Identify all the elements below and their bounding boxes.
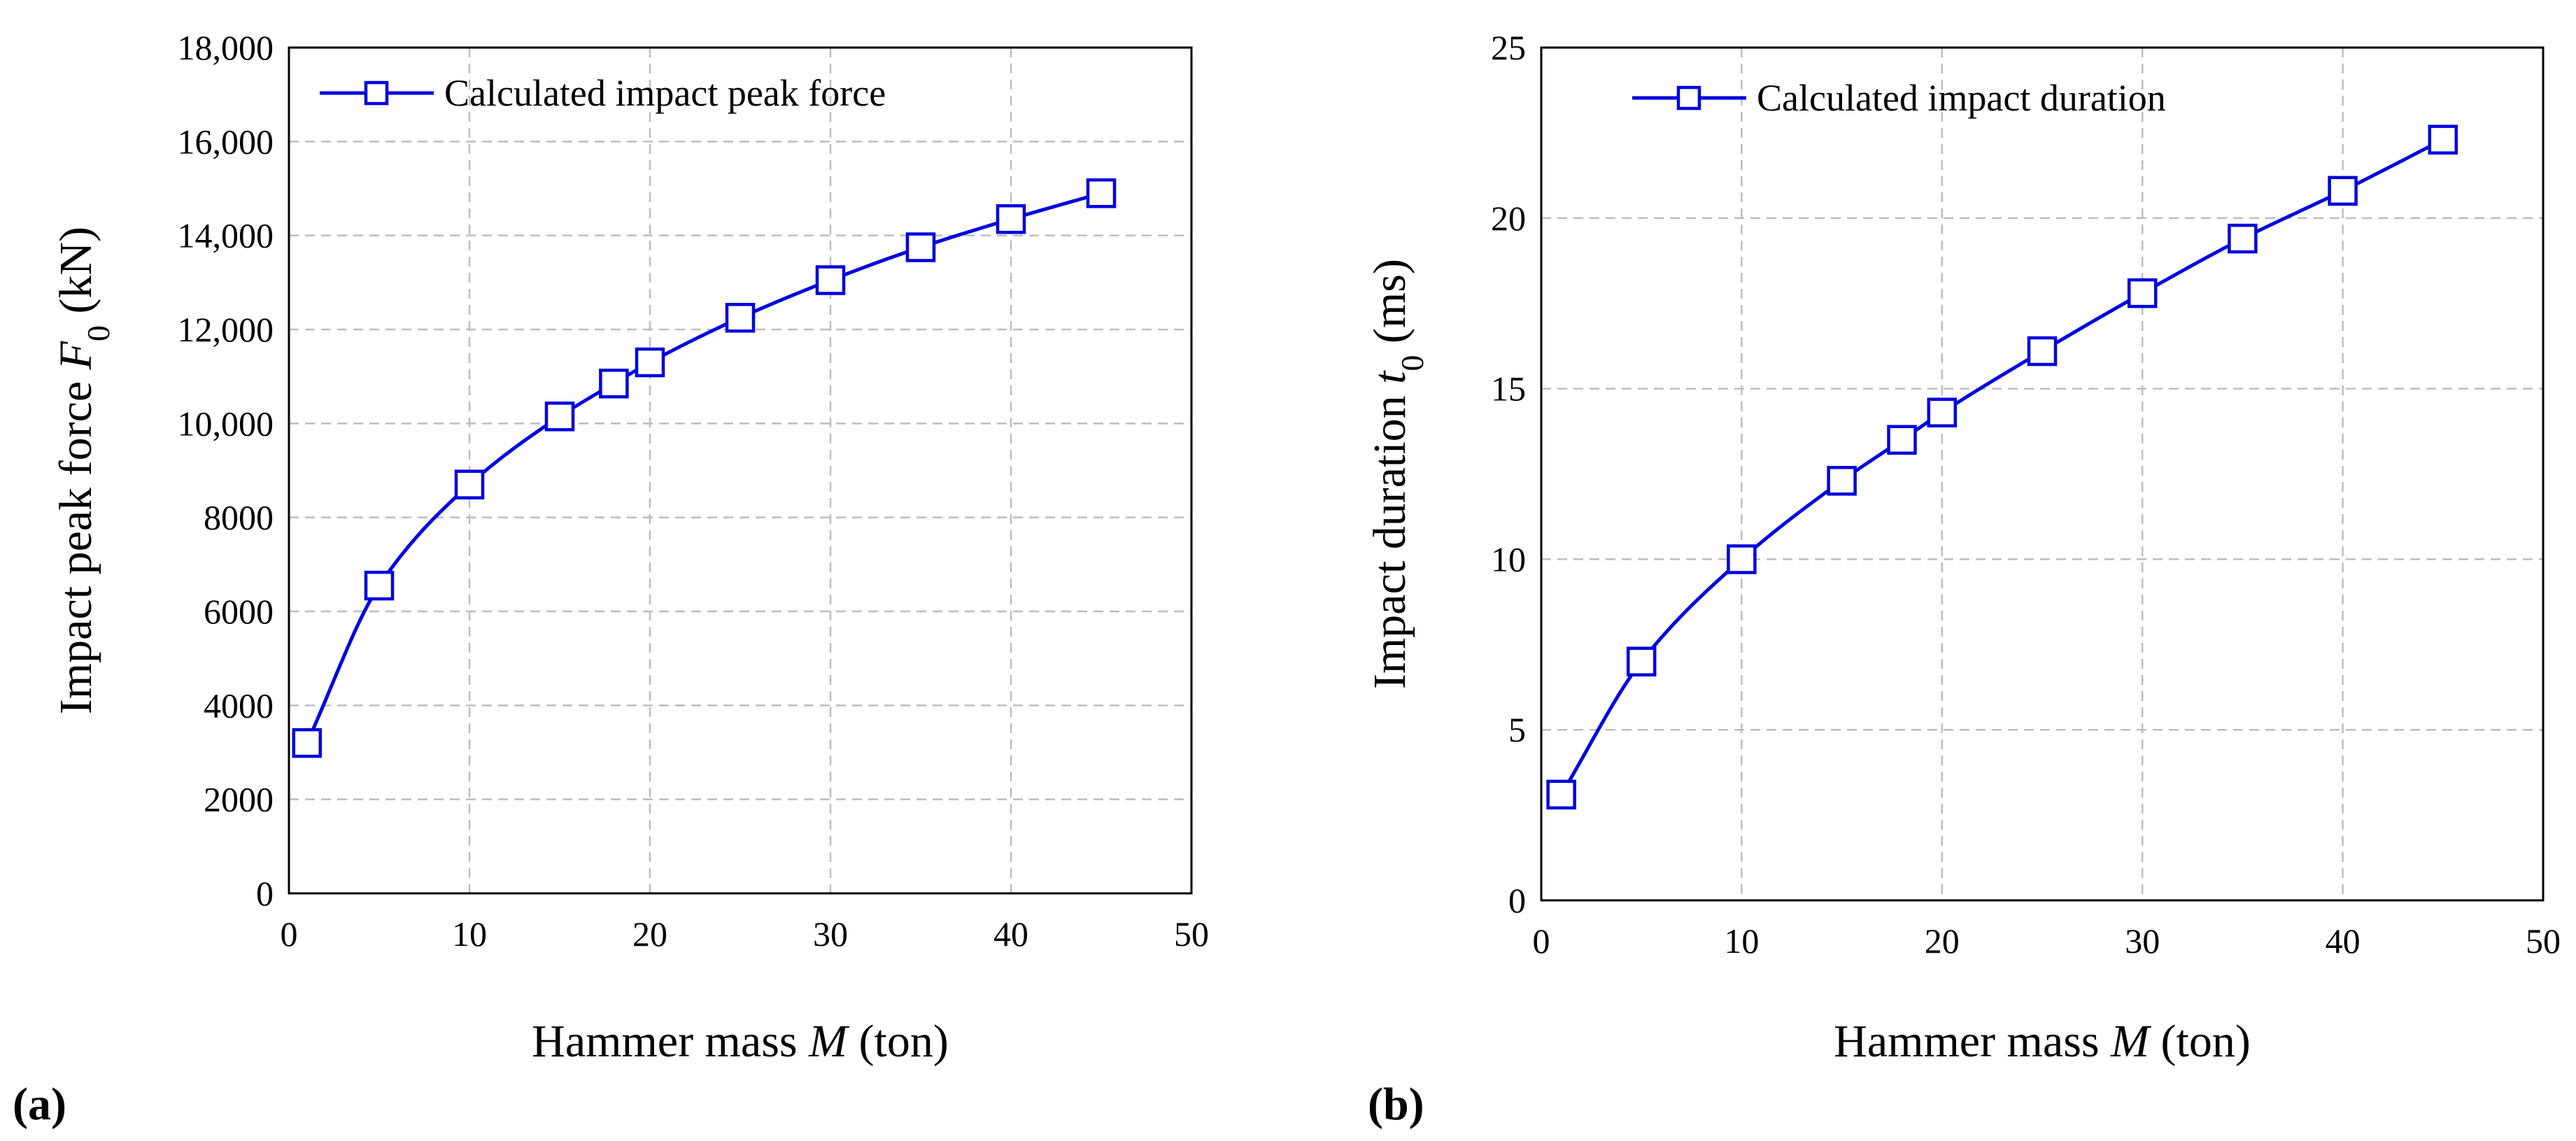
y-tick-label: 10,000 bbox=[178, 404, 274, 443]
x-axis-title: Hammer mass M (ton) bbox=[1834, 1016, 2251, 1067]
x-tick-label: 50 bbox=[2526, 921, 2561, 961]
y-tick-label: 18,000 bbox=[178, 28, 274, 67]
panel-label: (b) bbox=[1368, 1079, 1424, 1130]
x-tick-label: 0 bbox=[1533, 921, 1550, 961]
data-point bbox=[599, 368, 629, 399]
panel-label: (a) bbox=[13, 1079, 66, 1130]
x-tick-label: 10 bbox=[452, 914, 487, 954]
data-point bbox=[1727, 544, 1757, 574]
y-tick-label: 16,000 bbox=[178, 122, 274, 161]
data-point bbox=[1927, 397, 1958, 427]
x-tick-label: 40 bbox=[2326, 921, 2361, 961]
x-tick-label: 30 bbox=[2125, 921, 2160, 961]
legend-marker bbox=[1676, 85, 1701, 111]
data-point bbox=[292, 728, 323, 758]
x-tick-label: 30 bbox=[813, 914, 848, 954]
y-tick-label: 10 bbox=[1491, 539, 1526, 579]
x-tick-label: 10 bbox=[1724, 921, 1759, 961]
plot-frame bbox=[288, 46, 1193, 895]
y-tick-label: 12,000 bbox=[178, 310, 274, 349]
data-point bbox=[1626, 646, 1657, 676]
data-point bbox=[1827, 466, 1857, 496]
legend-marker bbox=[364, 80, 389, 106]
legend-label: Calculated impact peak force bbox=[444, 72, 886, 114]
data-point bbox=[454, 469, 485, 499]
x-tick-label: 50 bbox=[1174, 914, 1209, 954]
chart-panel-b: 0 5 10 15 20 25 0 10 20 30 40 50 Hammer mass M (ton)… bbox=[1364, 28, 2561, 1130]
plot-frame bbox=[1540, 46, 2545, 902]
series-line bbox=[1559, 138, 2444, 796]
y-tick-label: 6000 bbox=[204, 592, 274, 631]
y-tick-label: 0 bbox=[1508, 881, 1526, 920]
x-tick-label: 0 bbox=[281, 914, 298, 954]
data-point bbox=[1086, 178, 1117, 208]
y-tick-label: 15 bbox=[1491, 369, 1526, 409]
data-point bbox=[725, 302, 756, 333]
y-tick-label: 14,000 bbox=[178, 216, 274, 255]
chart-panel-a: 0 2000 4000 6000 8000 10,000 12,000 14,000 16,00… bbox=[13, 28, 1209, 1130]
data-point bbox=[1546, 779, 1576, 810]
legend-label: Calculated impact duration bbox=[1757, 77, 2166, 119]
data-point bbox=[1887, 425, 1917, 455]
data-point bbox=[2228, 223, 2258, 254]
y-tick-label: 2000 bbox=[204, 780, 274, 819]
y-tick-label: 25 bbox=[1491, 28, 1526, 67]
data-point bbox=[2328, 176, 2358, 206]
data-point bbox=[996, 204, 1026, 234]
data-point bbox=[2127, 278, 2158, 309]
series-line bbox=[305, 191, 1102, 744]
y-axis-title: Impact peak force F0 (kN) bbox=[50, 227, 116, 714]
data-point bbox=[2027, 336, 2058, 367]
y-tick-label: 20 bbox=[1491, 199, 1526, 238]
data-point bbox=[364, 570, 395, 601]
x-axis-title: Hammer mass M (ton) bbox=[532, 1016, 949, 1067]
y-tick-label: 0 bbox=[256, 874, 274, 913]
x-tick-label: 20 bbox=[1925, 921, 1960, 961]
y-axis-title: Impact duration t0 (ms) bbox=[1364, 259, 1430, 689]
data-point bbox=[905, 232, 936, 262]
data-point bbox=[2428, 125, 2458, 155]
x-tick-label: 40 bbox=[993, 914, 1028, 954]
y-tick-label: 5 bbox=[1508, 710, 1526, 749]
data-point bbox=[544, 402, 575, 432]
x-tick-label: 20 bbox=[632, 914, 667, 954]
y-tick-label: 4000 bbox=[204, 686, 274, 725]
data-point bbox=[815, 265, 846, 295]
data-point bbox=[635, 347, 665, 378]
y-tick-label: 8000 bbox=[204, 498, 274, 537]
